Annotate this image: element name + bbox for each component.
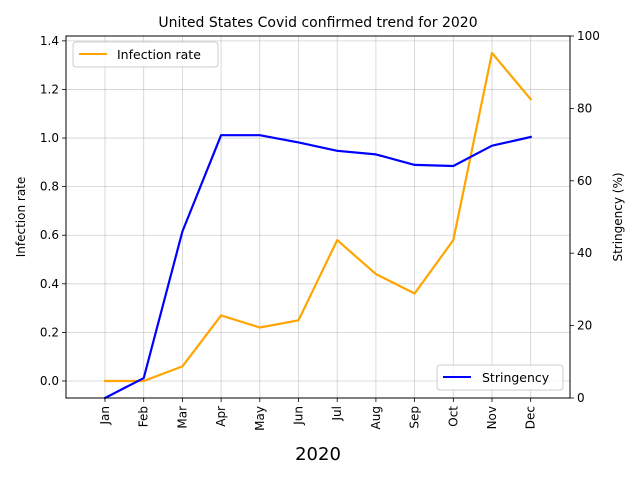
x-axis-label: 2020: [295, 444, 341, 465]
right-tick-label: 80: [577, 101, 592, 115]
right-tick-label: 100: [577, 29, 600, 43]
legend-stringency: Stringency: [436, 364, 564, 391]
chart-title: United States Covid confirmed trend for …: [158, 15, 477, 31]
x-tick-label: Apr: [214, 406, 228, 427]
x-tick-label: Feb: [137, 406, 151, 427]
series-line-infection-rate: [103, 51, 533, 383]
left-tick-label: 0.6: [40, 228, 59, 242]
legend-infection: Infection rate: [72, 41, 219, 68]
right-tick-label: 0: [577, 391, 585, 405]
x-tick-label: May: [253, 406, 267, 431]
right-axis-label: Stringency (%): [611, 172, 625, 261]
right-tick-label: 20: [577, 319, 592, 333]
legend-stringency-label: Stringency: [482, 370, 550, 385]
x-tick-label: Sep: [408, 406, 422, 429]
x-tick-label: Dec: [524, 406, 538, 429]
left-tick-label: 0.0: [40, 374, 59, 388]
x-tick-label: Nov: [485, 406, 499, 429]
left-tick-label: 0.2: [40, 325, 59, 339]
legend-stringency-box: [436, 364, 564, 391]
series-line-stringency: [103, 134, 533, 400]
x-tick-label: Jun: [292, 406, 306, 426]
left-y-axis: 0.0 0.2 0.4 0.6 0.8 1.0 1.2 1.4: [40, 34, 66, 388]
x-axis: Jan Feb Mar Apr May Jun Jul Aug Sep Oct Nov Dec: [98, 398, 538, 431]
legend-infection-box: [72, 41, 219, 68]
x-tick-label: Jul: [330, 406, 344, 421]
left-axis-label: Infection rate: [14, 177, 28, 258]
left-tick-label: 1.4: [40, 34, 59, 48]
right-y-axis: 0 20 40 60 80 100: [570, 29, 600, 405]
left-tick-label: 1.0: [40, 131, 59, 145]
plot-frame: [65, 35, 571, 399]
right-tick-label: 40: [577, 246, 592, 260]
x-tick-label: Mar: [175, 406, 189, 429]
legend-infection-label: Infection rate: [117, 47, 201, 62]
x-tick-label: Oct: [446, 406, 460, 427]
x-tick-label: Jan: [98, 406, 112, 426]
left-tick-label: 0.4: [40, 277, 59, 291]
x-tick-label: Aug: [369, 406, 383, 429]
series-layer: [103, 51, 533, 400]
plot-background: [66, 36, 570, 398]
right-tick-label: 60: [577, 174, 592, 188]
left-tick-label: 0.8: [40, 180, 59, 194]
left-tick-label: 1.2: [40, 82, 59, 96]
